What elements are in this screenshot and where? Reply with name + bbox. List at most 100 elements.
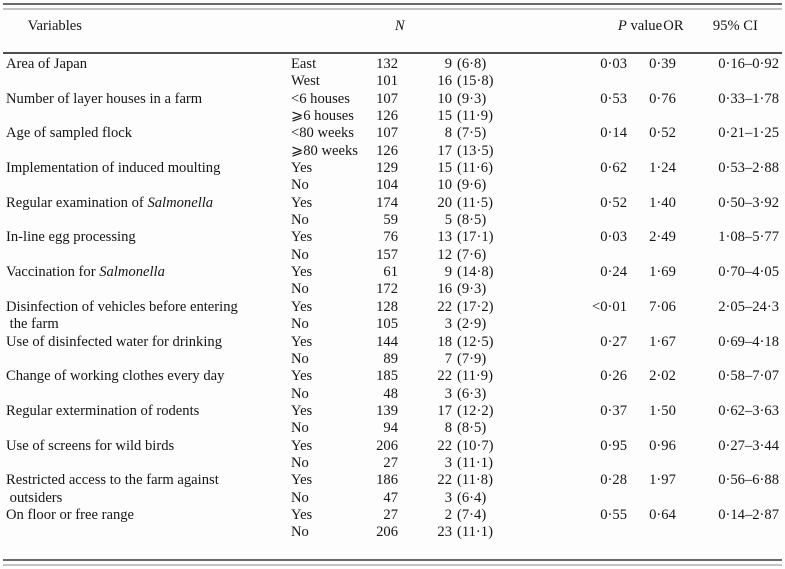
variable-cell: Regular examination of Salmonella bbox=[6, 194, 214, 211]
category-cell: No bbox=[291, 489, 309, 506]
col-header-n: N bbox=[373, 1, 405, 52]
category-cell: Yes bbox=[291, 194, 313, 211]
table-row: Restricted access to the farm against Ye… bbox=[6, 472, 785, 489]
or-cell bbox=[627, 316, 698, 333]
positive-farms-cell: 22 (11·8) bbox=[437, 472, 493, 489]
table-row: In-line egg processing Yes 76 13 (17·1) 0… bbox=[6, 229, 785, 246]
ci-cell bbox=[698, 386, 779, 403]
table-row: No 104 10 (9·6) bbox=[6, 177, 785, 194]
ci-cell bbox=[698, 455, 779, 472]
positive-farms-cell: 18 (12·5) bbox=[437, 333, 494, 350]
or-cell bbox=[627, 73, 698, 90]
p-value-cell: 0·52 bbox=[600, 194, 627, 211]
variable-cell: Area of Japan bbox=[6, 56, 88, 72]
variable-cell bbox=[6, 247, 283, 264]
ci-cell bbox=[698, 212, 779, 229]
or-cell: 1·69 bbox=[649, 264, 676, 281]
p-value-cell: 0·14 bbox=[600, 125, 627, 142]
positive-farms-cell: 22 (11·9) bbox=[437, 368, 493, 385]
category-cell: <80 weeks bbox=[291, 125, 354, 142]
n-cell: 59 bbox=[383, 212, 398, 229]
or-cell: 0·52 bbox=[649, 125, 676, 142]
variable-cell bbox=[6, 455, 283, 472]
n-cell: 132 bbox=[376, 56, 398, 72]
ci-cell: 0·58–7·07 bbox=[718, 368, 779, 385]
p-value-cell: 0·55 bbox=[600, 506, 627, 523]
category-cell: No bbox=[291, 454, 309, 471]
ci-cell: 0·33–1·78 bbox=[718, 90, 779, 107]
ci-cell bbox=[698, 108, 779, 125]
p-value-cell: 0·95 bbox=[600, 437, 627, 454]
ci-cell: 0·56–6·88 bbox=[718, 472, 779, 489]
variable-cell bbox=[6, 386, 283, 403]
or-cell: 1·97 bbox=[649, 472, 676, 489]
table-row: the farm No 105 3 (2·9) bbox=[6, 316, 785, 333]
category-cell: Yes bbox=[291, 298, 313, 315]
variable-cell: Restricted access to the farm against bbox=[6, 472, 219, 489]
p-value-cell: 0·03 bbox=[600, 229, 627, 246]
or-cell bbox=[627, 455, 698, 472]
or-cell: 1·50 bbox=[649, 402, 676, 419]
variable-cell bbox=[6, 351, 283, 368]
or-cell bbox=[627, 490, 698, 507]
table-row: No 206 23 (11·1) bbox=[6, 524, 785, 541]
variable-cell: Implementation of induced moulting bbox=[6, 160, 221, 177]
or-cell bbox=[627, 420, 698, 437]
category-cell: Yes bbox=[291, 506, 313, 523]
col-header-p-value: P value bbox=[617, 18, 663, 34]
variable-cell: Use of screens for wild birds bbox=[6, 437, 175, 454]
or-cell: 7·06 bbox=[649, 298, 676, 315]
positive-farms-cell: 16 (15·8) bbox=[437, 73, 494, 90]
n-cell: 186 bbox=[376, 472, 398, 489]
variable-cell bbox=[6, 143, 283, 160]
table-row: Vaccination for Salmonella Yes 61 9 (14·8… bbox=[6, 264, 785, 281]
table-row: No 94 8 (8·5) bbox=[6, 420, 785, 437]
n-cell: 89 bbox=[383, 350, 398, 367]
category-cell: No bbox=[291, 420, 309, 437]
p-value-cell bbox=[570, 420, 627, 437]
positive-farms-cell: 20 (11·5) bbox=[437, 194, 493, 211]
positive-farms-cell: 3 (6·4) bbox=[444, 489, 487, 506]
col-header-ci: 95% CI bbox=[698, 1, 779, 52]
n-cell: 126 bbox=[376, 142, 398, 159]
or-cell bbox=[627, 247, 698, 264]
ci-cell bbox=[698, 524, 779, 541]
or-cell: 1·67 bbox=[649, 333, 676, 350]
category-cell: Yes bbox=[291, 264, 313, 281]
ci-cell bbox=[698, 143, 779, 160]
or-cell bbox=[627, 108, 698, 125]
positive-farms-cell: 10 (9·3) bbox=[437, 90, 487, 107]
category-cell: Yes bbox=[291, 333, 313, 350]
p-value-cell: 0·53 bbox=[600, 90, 627, 107]
positive-farms-cell: 9 (6·8) bbox=[444, 56, 487, 72]
category-cell: No bbox=[291, 385, 309, 402]
category-cell: Yes bbox=[291, 229, 313, 246]
or-cell: 0·76 bbox=[649, 90, 676, 107]
n-cell: 104 bbox=[376, 177, 398, 194]
category-cell: No bbox=[291, 212, 309, 229]
positive-farms-cell: 15 (11·6) bbox=[437, 160, 493, 177]
or-cell: 0·96 bbox=[649, 437, 676, 454]
ci-cell: 0·14–2·87 bbox=[718, 506, 779, 523]
positive-farms-cell: 16 (9·3) bbox=[437, 281, 487, 298]
category-cell: <6 houses bbox=[291, 90, 350, 107]
variable-cell: Vaccination for Salmonella bbox=[6, 264, 165, 281]
or-cell: 0·39 bbox=[649, 56, 676, 72]
positive-farms-cell: 17 (13·5) bbox=[437, 142, 494, 159]
variable-cell: On floor or free range bbox=[6, 506, 135, 523]
category-cell: East bbox=[291, 56, 317, 72]
category-cell: Yes bbox=[291, 437, 313, 454]
p-value-cell bbox=[570, 281, 627, 298]
p-value-cell bbox=[570, 455, 627, 472]
n-cell: 27 bbox=[383, 506, 398, 523]
table-row: ⩾80 weeks 126 17 (13·5) bbox=[6, 143, 785, 160]
ci-cell bbox=[698, 281, 779, 298]
positive-farms-cell: 8 (8·5) bbox=[444, 420, 487, 437]
top-rule-light bbox=[3, 8, 782, 10]
ci-cell bbox=[698, 73, 779, 90]
category-cell: No bbox=[291, 246, 309, 263]
table-row: outsiders No 47 3 (6·4) bbox=[6, 490, 785, 507]
table-row: Use of screens for wild birds Yes 206 22… bbox=[6, 438, 785, 455]
variable-cell: Number of layer houses in a farm bbox=[6, 90, 203, 107]
or-cell: 1·40 bbox=[649, 194, 676, 211]
